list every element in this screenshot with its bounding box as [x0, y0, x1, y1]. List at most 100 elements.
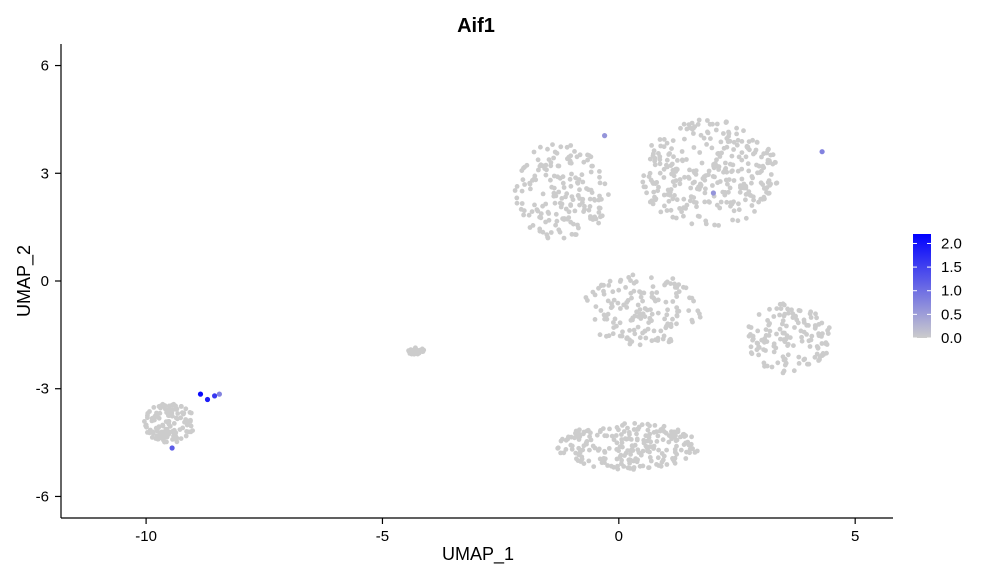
cell-point	[681, 196, 687, 202]
cell-point	[664, 208, 670, 213]
legend-label: 1.0	[941, 283, 962, 300]
cell-point	[626, 457, 632, 463]
cell-point	[598, 308, 604, 313]
cell-point	[175, 411, 181, 416]
cell-point	[606, 446, 612, 451]
cell-point	[649, 290, 655, 296]
cell-point	[662, 282, 667, 288]
cell-point	[643, 335, 649, 341]
cell-point	[759, 154, 764, 160]
legend-label: 0.5	[941, 306, 962, 323]
cell-point	[559, 196, 565, 201]
cell-point	[563, 437, 569, 443]
cell-point	[166, 403, 172, 409]
cell-point	[581, 431, 586, 437]
cell-point	[770, 152, 776, 158]
cell-point	[767, 328, 773, 334]
y-tick-label: 0	[41, 273, 49, 290]
cell-point	[657, 161, 663, 167]
cell-point	[707, 121, 713, 127]
cell-point	[656, 447, 661, 453]
cell-point	[597, 205, 603, 211]
cell-point	[731, 147, 736, 152]
cell-point	[520, 177, 526, 183]
cell-point	[672, 183, 678, 188]
cell-point	[611, 297, 617, 303]
cell-point	[581, 159, 587, 165]
cell-point	[749, 203, 755, 208]
cell-point	[655, 433, 661, 439]
cell-point	[650, 295, 656, 301]
cell-point	[580, 179, 586, 185]
cell-point	[587, 204, 593, 209]
cell-point	[729, 201, 735, 207]
cell-point	[651, 189, 657, 195]
cell-point	[155, 428, 160, 434]
cell-point	[627, 328, 632, 333]
cell-point	[704, 142, 709, 147]
cell-point	[574, 456, 579, 462]
cell-point	[670, 214, 676, 220]
cell-point	[610, 289, 616, 295]
cell-point	[652, 155, 658, 161]
cell-point	[188, 417, 193, 423]
cell-point	[706, 168, 712, 174]
cell-point	[756, 352, 761, 358]
cell-point	[166, 413, 171, 418]
cell-point	[540, 191, 546, 197]
cell-point	[825, 331, 831, 336]
cell-point	[628, 278, 633, 283]
cell-point	[736, 207, 742, 213]
cell-point	[791, 343, 796, 348]
cell-point	[664, 157, 670, 163]
cell-point	[183, 433, 189, 439]
cell-point	[681, 434, 687, 439]
cell-point	[145, 415, 150, 421]
cell-point	[721, 131, 726, 136]
cell-point	[674, 437, 680, 443]
cell-point	[145, 430, 150, 435]
cell-point	[174, 435, 180, 441]
cell-point	[609, 433, 615, 439]
cell-point	[690, 319, 695, 325]
cell-point	[767, 158, 772, 164]
cell-point	[636, 314, 641, 319]
cell-point	[634, 309, 639, 315]
cell-point	[630, 444, 636, 449]
expressing-cell-point	[212, 393, 218, 399]
cell-point	[674, 313, 680, 319]
cell-point	[659, 451, 665, 456]
cell-point	[577, 434, 583, 439]
cell-point	[801, 320, 807, 325]
cell-point	[673, 169, 679, 174]
cell-point	[672, 460, 678, 466]
cell-point	[613, 433, 619, 438]
cell-point	[679, 157, 685, 163]
cell-point	[150, 429, 156, 435]
cell-point	[631, 427, 637, 432]
cell-point	[652, 423, 658, 428]
cell-point	[746, 139, 752, 145]
cell-point	[621, 429, 627, 434]
cell-point	[820, 351, 826, 356]
cell-point	[710, 174, 716, 179]
cell-point	[661, 192, 667, 198]
cell-point	[792, 325, 797, 330]
cell-point	[669, 161, 675, 167]
cell-point	[164, 439, 169, 445]
cell-point	[820, 331, 825, 337]
cell-point	[691, 131, 696, 136]
cell-point	[756, 312, 762, 317]
cell-point	[661, 333, 667, 339]
cell-point	[632, 331, 638, 337]
cell-point	[812, 325, 818, 331]
cell-point	[668, 324, 674, 330]
cell-point	[661, 423, 667, 429]
cell-point	[655, 310, 661, 316]
cell-point	[755, 341, 761, 346]
cell-point	[519, 188, 525, 194]
cell-point	[166, 419, 171, 424]
cell-point	[164, 428, 169, 434]
cell-point	[586, 458, 592, 464]
cell-point	[583, 295, 589, 300]
